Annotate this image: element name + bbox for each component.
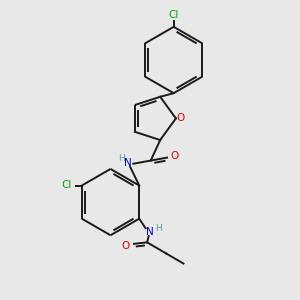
Text: H: H: [155, 224, 162, 233]
Text: N: N: [146, 227, 154, 237]
Text: O: O: [122, 242, 130, 251]
Text: H: H: [118, 154, 125, 163]
Text: N: N: [124, 158, 131, 168]
Text: Cl: Cl: [169, 10, 179, 20]
Text: Cl: Cl: [61, 180, 72, 190]
Text: O: O: [170, 151, 178, 161]
Text: O: O: [176, 113, 184, 123]
